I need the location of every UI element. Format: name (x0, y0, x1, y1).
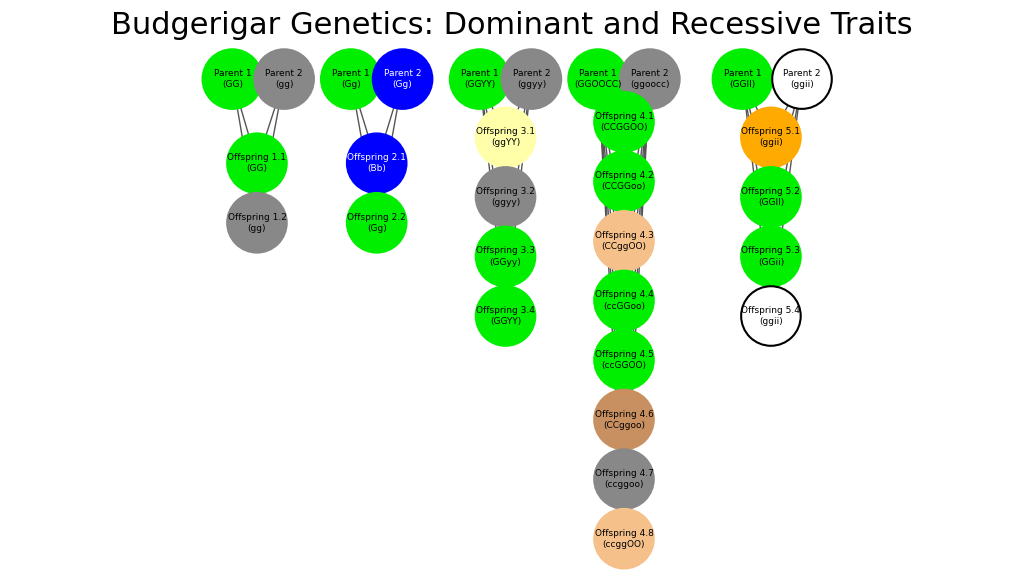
Circle shape (741, 107, 801, 167)
Text: Parent 2
(ggii): Parent 2 (ggii) (783, 69, 821, 89)
Text: Offspring 4.5
(ccGGOO): Offspring 4.5 (ccGGOO) (595, 350, 653, 370)
Circle shape (347, 193, 407, 252)
Circle shape (476, 107, 536, 167)
Circle shape (450, 49, 509, 109)
Text: Parent 1
(Gg): Parent 1 (Gg) (332, 69, 370, 89)
Text: Offspring 3.1
(ggYY): Offspring 3.1 (ggYY) (476, 127, 535, 147)
Text: Offspring 2.1
(Bb): Offspring 2.1 (Bb) (347, 153, 407, 173)
Circle shape (203, 49, 262, 109)
Text: Parent 2
(gg): Parent 2 (gg) (265, 69, 303, 89)
Text: Parent 1
(GGOOCC): Parent 1 (GGOOCC) (574, 69, 622, 89)
Text: Parent 1
(GGII): Parent 1 (GGII) (724, 69, 761, 89)
Circle shape (594, 330, 653, 390)
Text: Offspring 5.4
(ggii): Offspring 5.4 (ggii) (741, 306, 801, 326)
Text: Offspring 1.1
(GG): Offspring 1.1 (GG) (227, 153, 287, 173)
Circle shape (476, 227, 536, 286)
Circle shape (594, 211, 653, 271)
Circle shape (594, 152, 653, 211)
Circle shape (347, 134, 407, 193)
Circle shape (254, 49, 314, 109)
Circle shape (594, 390, 653, 449)
Text: Offspring 4.6
(CCggoo): Offspring 4.6 (CCggoo) (595, 409, 653, 430)
Text: Offspring 3.3
(GGyy): Offspring 3.3 (GGyy) (476, 246, 535, 266)
Text: Parent 1
(GGYY): Parent 1 (GGYY) (461, 69, 499, 89)
Text: Offspring 5.1
(ggii): Offspring 5.1 (ggii) (741, 127, 801, 147)
Text: Offspring 4.1
(CCGGOO): Offspring 4.1 (CCGGOO) (595, 112, 653, 132)
Text: Offspring 4.8
(ccggOO): Offspring 4.8 (ccggOO) (595, 529, 653, 549)
Circle shape (741, 227, 801, 286)
Text: Offspring 4.3
(CCggOO): Offspring 4.3 (CCggOO) (595, 231, 653, 251)
Circle shape (594, 449, 653, 509)
Text: Parent 2
(ggoocc): Parent 2 (ggoocc) (630, 69, 670, 89)
Circle shape (502, 49, 561, 109)
Circle shape (227, 134, 287, 193)
Circle shape (568, 49, 628, 109)
Text: Offspring 3.4
(GGYY): Offspring 3.4 (GGYY) (476, 306, 535, 326)
Circle shape (476, 167, 536, 227)
Text: Offspring 5.3
(GGii): Offspring 5.3 (GGii) (741, 246, 801, 266)
Circle shape (741, 286, 801, 346)
Circle shape (713, 49, 772, 109)
Text: Offspring 4.2
(CCGGoo): Offspring 4.2 (CCGGoo) (595, 171, 653, 192)
Circle shape (594, 509, 653, 568)
Circle shape (594, 271, 653, 330)
Text: Offspring 3.2
(ggyy): Offspring 3.2 (ggyy) (476, 187, 535, 207)
Circle shape (741, 167, 801, 227)
Circle shape (227, 193, 287, 252)
Text: Offspring 4.4
(ccGGoo): Offspring 4.4 (ccGGoo) (595, 290, 653, 311)
Circle shape (322, 49, 381, 109)
Circle shape (476, 286, 536, 346)
Text: Parent 2
(ggyy): Parent 2 (ggyy) (513, 69, 550, 89)
Text: Offspring 4.7
(ccggoo): Offspring 4.7 (ccggoo) (595, 469, 653, 489)
Circle shape (621, 49, 680, 109)
Circle shape (772, 49, 831, 109)
Circle shape (594, 92, 653, 152)
Text: Parent 2
(Gg): Parent 2 (Gg) (384, 69, 421, 89)
Text: Offspring 5.2
(GGII): Offspring 5.2 (GGII) (741, 187, 801, 207)
Text: Parent 1
(GG): Parent 1 (GG) (214, 69, 251, 89)
Circle shape (373, 49, 432, 109)
Text: Offspring 2.2
(Gg): Offspring 2.2 (Gg) (347, 213, 407, 233)
Text: Offspring 1.2
(gg): Offspring 1.2 (gg) (227, 213, 287, 233)
Text: Budgerigar Genetics: Dominant and Recessive Traits: Budgerigar Genetics: Dominant and Recess… (112, 11, 912, 40)
